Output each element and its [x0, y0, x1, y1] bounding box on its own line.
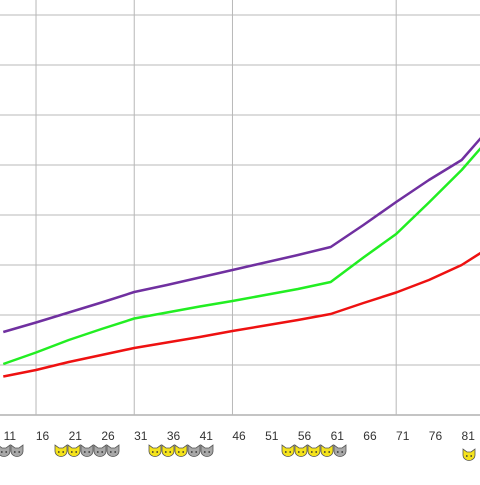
x-tick-label: 61	[331, 429, 345, 443]
icons	[0, 444, 476, 461]
x-tick-label: 21	[69, 429, 83, 443]
x-tick-label: 11	[4, 429, 17, 443]
x-tick-label: 76	[429, 429, 443, 443]
x-tick-label: 46	[232, 429, 246, 443]
x-tick-label: 26	[101, 429, 115, 443]
x-tick-label: 81	[462, 429, 476, 443]
x-tick-label: 51	[265, 429, 279, 443]
x-tick-label: 36	[167, 429, 181, 443]
series-line	[3, 251, 480, 378]
series-line	[2, 137, 480, 334]
x-tick-label: 56	[298, 429, 312, 443]
x-tick-label: 41	[200, 429, 214, 443]
x-tick-label: 31	[134, 429, 148, 443]
x-tick-label: 66	[363, 429, 377, 443]
x-tick-label: 71	[396, 429, 410, 443]
series-line	[2, 147, 480, 366]
x-tick-label: 16	[36, 429, 50, 443]
